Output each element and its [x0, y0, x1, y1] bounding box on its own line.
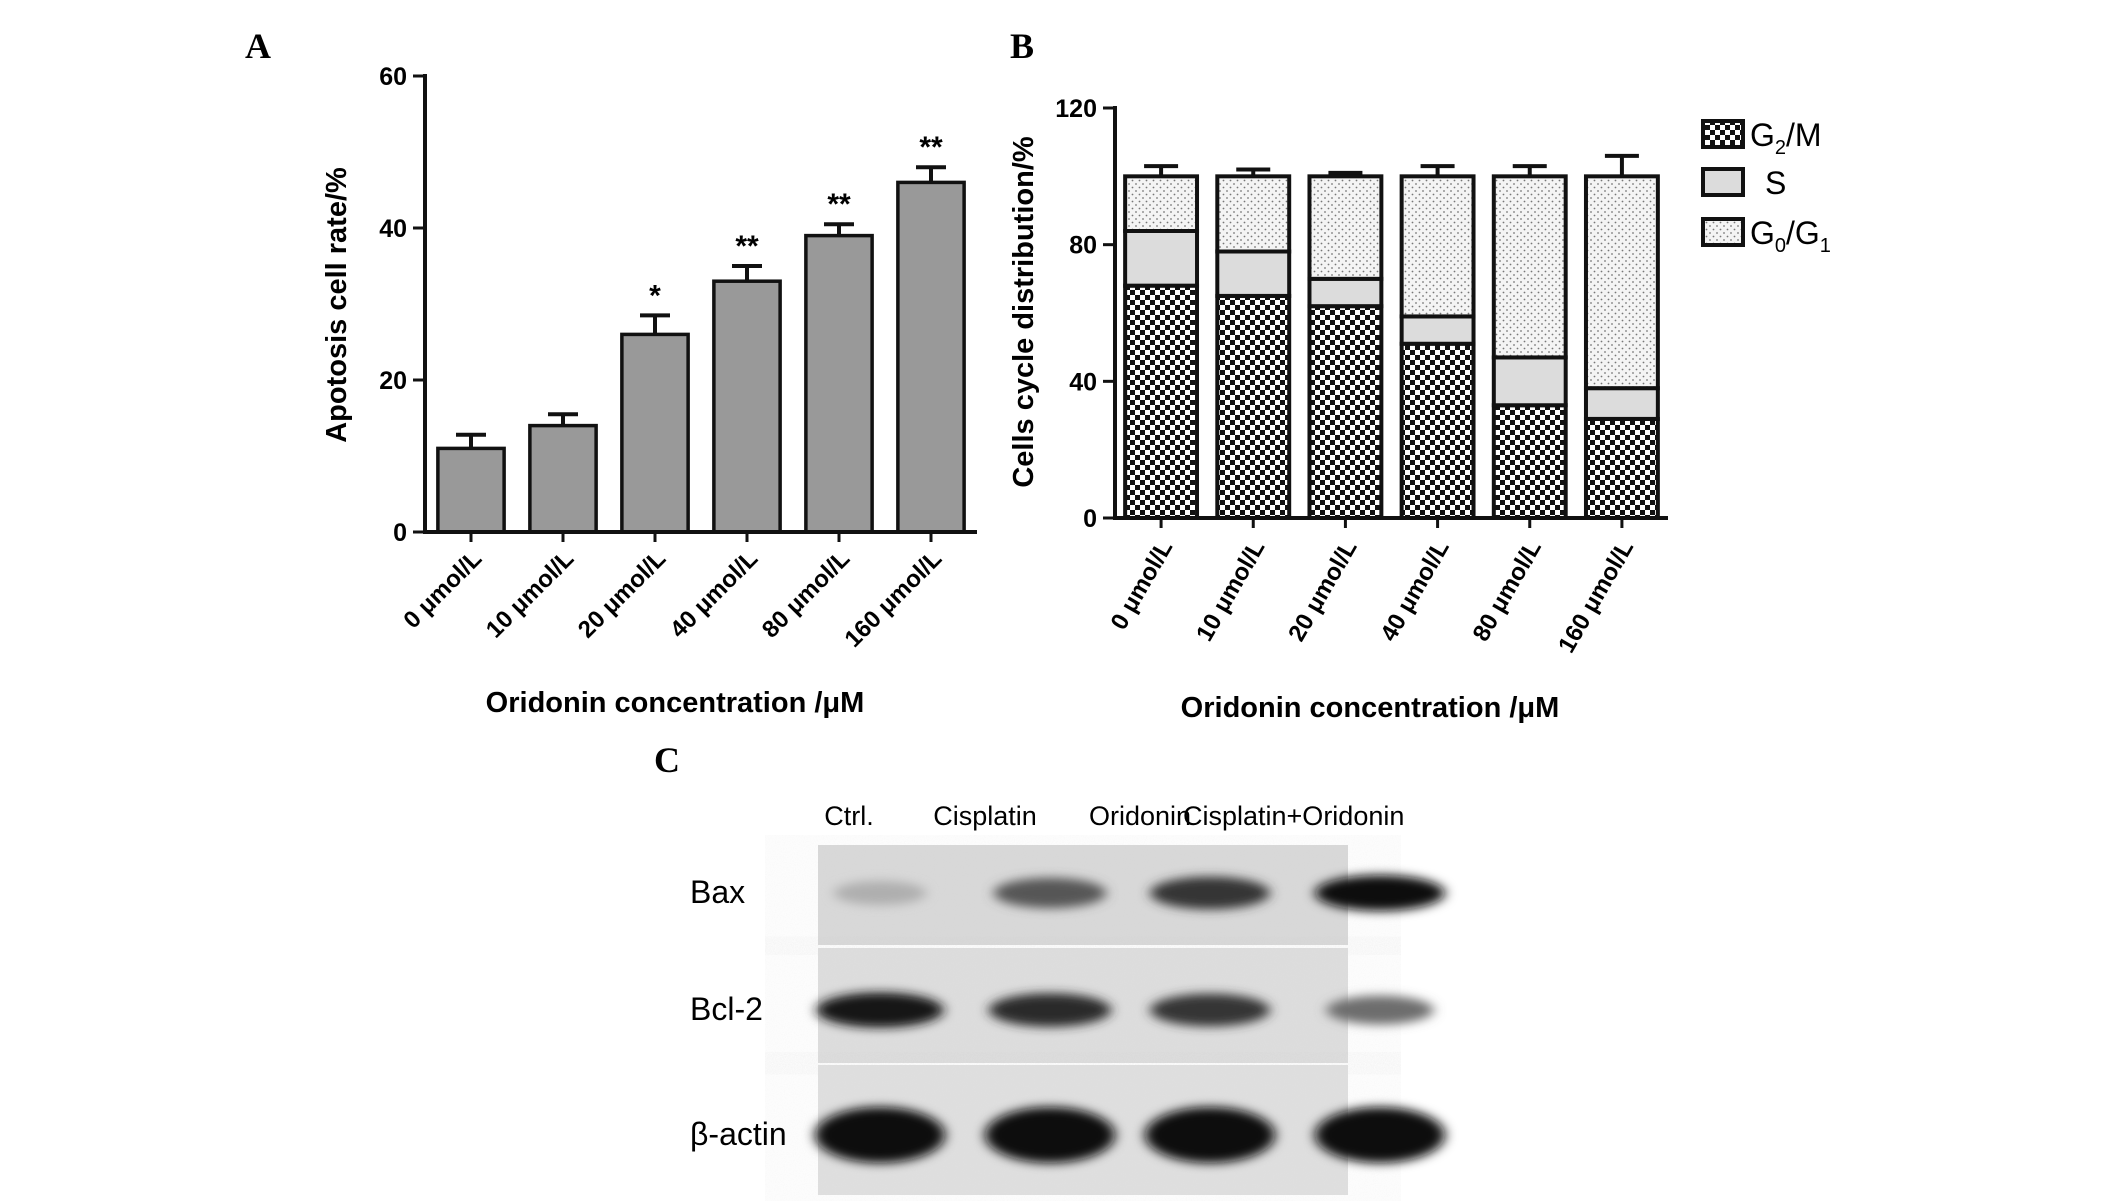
blot-band: [1315, 875, 1445, 911]
legend-label: G2/M: [1750, 117, 1822, 159]
significance-marker: *: [649, 279, 661, 312]
stacked-bar-segment: [1583, 386, 1660, 421]
blot-band: [815, 1107, 945, 1163]
blot-row-label: Bax: [690, 874, 745, 910]
x-tick-label: 20 μmol/L: [573, 545, 671, 643]
x-tick-label: 10 μmol/L: [1191, 536, 1270, 647]
bar: [804, 233, 874, 534]
legend-swatch: [1701, 119, 1745, 149]
bar: [712, 279, 782, 534]
bar: [620, 332, 690, 534]
blot-lane-label: Oridonin: [1089, 801, 1191, 831]
y-tick-label: 40: [379, 215, 407, 243]
stacked-bar-segment: [1583, 174, 1660, 391]
bar: [436, 446, 506, 534]
x-tick-label: 80 μmol/L: [757, 545, 855, 643]
stacked-bar-segment: [1215, 249, 1292, 298]
y-tick-label: 60: [379, 63, 407, 91]
bar: [896, 180, 966, 534]
legend-swatch: [1701, 167, 1745, 197]
stacked-bar-segment: [1123, 229, 1200, 288]
blot-band: [993, 877, 1107, 909]
blot-row-label: β-actin: [690, 1116, 787, 1152]
significance-marker: **: [919, 131, 943, 164]
blot-lane-label: Cisplatin: [933, 801, 1037, 831]
stacked-bar-segment: [1491, 355, 1568, 408]
x-tick-label: 160 μmol/L: [1553, 536, 1639, 658]
blot-band: [1150, 876, 1270, 910]
significance-marker: **: [827, 188, 851, 221]
x-tick-label: 80 μmol/L: [1468, 536, 1547, 647]
panel-label-b: B: [1010, 26, 1034, 66]
blot-band: [1145, 1107, 1275, 1163]
stacked-bar-segment: [1399, 174, 1476, 319]
stacked-bar-segment: [1583, 416, 1660, 520]
stacked-bar-segment: [1399, 341, 1476, 520]
chart-a-ylabel: Apotosis cell rate/%: [321, 167, 353, 443]
blot-band: [988, 993, 1112, 1027]
x-tick-label: 40 μmol/L: [665, 545, 763, 643]
chart-b-ylabel: Cells cycle distribution/%: [1008, 136, 1040, 488]
y-tick-label: 0: [1083, 505, 1097, 533]
x-tick-label: 20 μmol/L: [1283, 536, 1362, 647]
x-tick-label: 10 μmol/L: [481, 545, 579, 643]
stacked-bar-segment: [1307, 174, 1384, 281]
y-tick-label: 20: [379, 367, 407, 395]
stacked-bar-segment: [1215, 174, 1292, 254]
stacked-bar-segment: [1399, 314, 1476, 346]
stacked-bar-segment: [1123, 174, 1200, 233]
blot-band: [816, 992, 944, 1028]
bar: [528, 423, 598, 534]
stacked-bar-segment: [1307, 304, 1384, 520]
apoptosis-bar-chart: Apotosis cell rate/% Oridonin concentrat…: [321, 63, 977, 719]
chart-b-xlabel: Oridonin concentration /μM: [1181, 692, 1560, 724]
stacked-bar-segment: [1123, 283, 1200, 520]
y-tick-label: 0: [393, 519, 407, 547]
legend-swatch: [1701, 217, 1745, 247]
blot-band: [985, 1107, 1115, 1163]
y-tick-label: 40: [1069, 368, 1097, 396]
blot-band: [1150, 993, 1270, 1027]
stacked-bar-segment: [1491, 403, 1568, 520]
chart-a-xlabel: Oridonin concentration /μM: [486, 687, 865, 719]
y-tick-label: 80: [1069, 232, 1097, 260]
panel-label-a: A: [245, 26, 271, 66]
x-tick-label: 160 μmol/L: [839, 545, 947, 653]
blot-band: [1326, 995, 1434, 1025]
stacked-bar-segment: [1491, 174, 1568, 360]
blot-lane-label: Cisplatin+Oridonin: [1183, 801, 1404, 831]
stacked-bar-segment: [1307, 276, 1384, 309]
blot-row-label: Bcl-2: [690, 991, 763, 1027]
legend-label: G0/G1: [1750, 215, 1831, 257]
x-tick-label: 0 μmol/L: [1106, 536, 1179, 635]
western-blot: Ctrl. Cisplatin OridoninCisplatin+Oridonin…: [690, 801, 1445, 1195]
stacked-bar-segment: [1215, 293, 1292, 520]
y-tick-label: 120: [1055, 95, 1097, 123]
blot-band: [833, 881, 927, 905]
x-tick-label: 40 μmol/L: [1375, 536, 1454, 647]
significance-marker: **: [735, 230, 759, 263]
panel-label-c: C: [654, 740, 680, 780]
blot-band: [1315, 1107, 1445, 1163]
cell-cycle-stacked-chart: Cells cycle distribution/% Oridonin conc…: [1008, 95, 1831, 724]
legend-label: S: [1765, 165, 1786, 201]
blot-lane-label: Ctrl.: [824, 801, 874, 831]
x-tick-label: 0 μmol/L: [398, 545, 487, 634]
